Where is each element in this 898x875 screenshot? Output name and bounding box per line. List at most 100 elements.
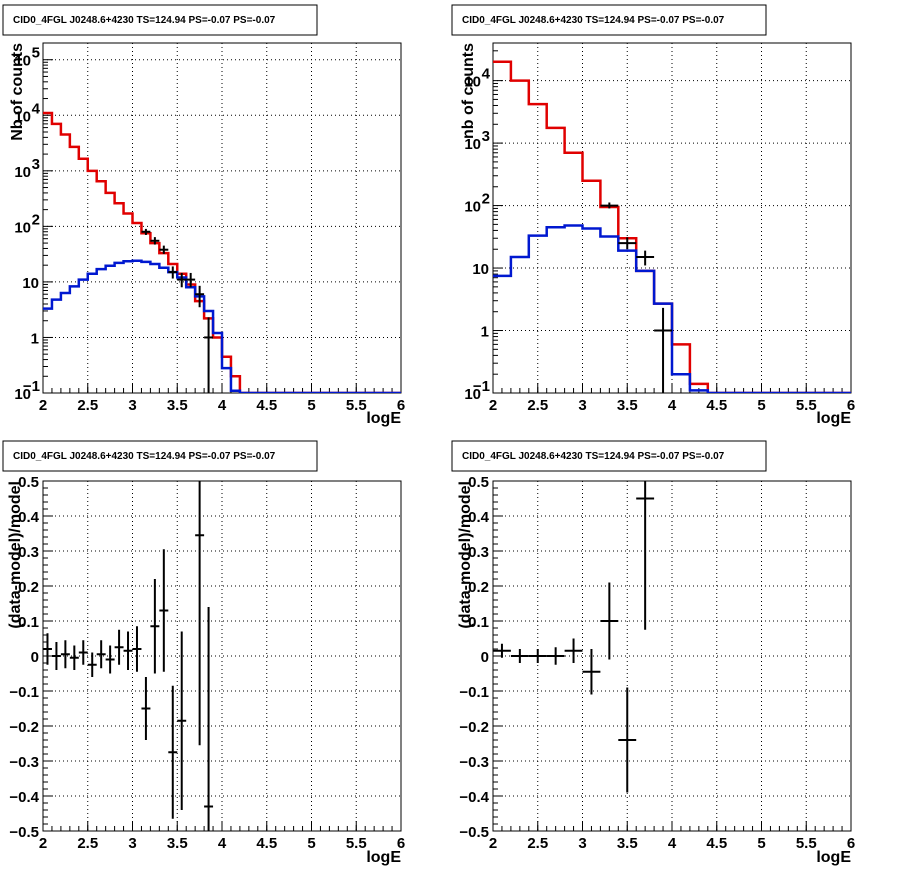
x-tick-label: 3 xyxy=(128,835,136,852)
y-tick-label: 10 xyxy=(14,53,31,70)
y-tick-exponent: 5 xyxy=(32,45,40,62)
source_model-histogram xyxy=(493,224,851,393)
y-tick-label: 10 xyxy=(22,275,39,292)
title-box xyxy=(2,440,318,472)
x-tick-label: 5.5 xyxy=(796,835,817,852)
y-tick-label: 10 xyxy=(464,386,481,403)
x-tick-label: 4.5 xyxy=(706,397,727,414)
y-axis-label: (data-model)/model xyxy=(457,481,474,629)
y-tick-label: 1 xyxy=(31,330,39,347)
x-tick-label: 5.5 xyxy=(796,397,817,414)
x-tick-label: 2.5 xyxy=(527,397,548,414)
x-tick-label: 3.5 xyxy=(617,397,638,414)
panel-bottom-right-residuals: CID0_4FGL J0248.6+4230 TS=124.94 PS=-0.0… xyxy=(451,440,855,866)
y-tick-label: −0.2 xyxy=(459,719,489,736)
y-tick-label: −0.1 xyxy=(459,684,489,701)
y-tick-label: 10 xyxy=(14,108,31,125)
x-tick-label: 2.5 xyxy=(77,397,98,414)
panel-title: CID0_4FGL J0248.6+4230 TS=124.94 PS=-0.0… xyxy=(13,15,276,26)
panel-top-left-counts: CID0_4FGL J0248.6+4230 TS=124.94 PS=-0.0… xyxy=(2,4,405,427)
x-tick-label: 2.5 xyxy=(527,835,548,852)
y-tick-label: 0.2 xyxy=(468,579,489,596)
x-tick-label: 2 xyxy=(489,397,497,414)
x-tick-label: 6 xyxy=(847,835,855,852)
x-axis-label: logE xyxy=(816,410,851,427)
y-tick-label: 10 xyxy=(464,199,481,216)
y-tick-exponent: −1 xyxy=(473,378,490,395)
x-tick-label: 2 xyxy=(39,835,47,852)
data-layer xyxy=(493,60,851,393)
plot-area: 2 2.5 3 3.5 4 4.5 5 5.5 6 −0.5 −0.4 −0.3 −0.2 −0.1 0 0.… xyxy=(459,474,855,852)
y-tick-label: 0 xyxy=(481,649,489,666)
data-layer xyxy=(493,481,655,793)
x-tick-label: 2 xyxy=(39,397,47,414)
y-axis-label: (data-model)/model xyxy=(7,481,24,629)
panel-bottom-left-residuals: CID0_4FGL J0248.6+4230 TS=124.94 PS=-0.0… xyxy=(2,440,405,866)
y-tick-exponent: 3 xyxy=(482,128,490,145)
x-tick-label: 2.5 xyxy=(77,835,98,852)
x-tick-label: 2 xyxy=(489,835,497,852)
y-tick-label: 0.4 xyxy=(18,509,40,526)
x-tick-label: 5.5 xyxy=(346,397,367,414)
y-tick-exponent: 2 xyxy=(482,191,490,208)
x-axis-label: logE xyxy=(816,849,851,866)
y-tick-label: 0.4 xyxy=(468,509,490,526)
y-tick-label: −0.4 xyxy=(9,789,39,806)
y-tick-label: 10 xyxy=(14,164,31,181)
x-tick-label: 4.5 xyxy=(706,835,727,852)
x-tick-label: 4.5 xyxy=(256,835,277,852)
x-tick-label: 6 xyxy=(397,835,405,852)
x-tick-label: 4.5 xyxy=(256,397,277,414)
y-tick-label: 0.2 xyxy=(18,579,39,596)
x-tick-label: 5 xyxy=(757,835,765,852)
title-box xyxy=(451,4,767,36)
x-tick-label: 3 xyxy=(128,397,136,414)
x-axis-label: logE xyxy=(366,849,401,866)
x-tick-label: 3.5 xyxy=(617,835,638,852)
x-tick-label: 4 xyxy=(668,835,677,852)
y-tick-label: 0.1 xyxy=(468,614,489,631)
panel-top-right-counts: CID0_4FGL J0248.6+4230 TS=124.94 PS=-0.0… xyxy=(451,4,855,427)
x-axis-label: logE xyxy=(366,410,401,427)
x-tick-label: 5 xyxy=(307,397,315,414)
y-tick-label: 10 xyxy=(464,74,481,91)
y-tick-label: 0.1 xyxy=(18,614,39,631)
y-tick-label: 10 xyxy=(472,261,489,278)
y-tick-label: −0.1 xyxy=(9,684,39,701)
y-tick-label: −0.2 xyxy=(9,719,39,736)
x-tick-label: 5 xyxy=(757,397,765,414)
x-tick-label: 3.5 xyxy=(167,835,188,852)
panel-title: CID0_4FGL J0248.6+4230 TS=124.94 PS=-0.0… xyxy=(13,451,276,462)
y-tick-label: 1 xyxy=(481,324,489,341)
source_model-histogram xyxy=(43,259,401,393)
y-tick-label: 10 xyxy=(14,386,31,403)
data-layer xyxy=(43,111,401,393)
y-tick-label: −0.5 xyxy=(459,824,489,841)
y-tick-exponent: 2 xyxy=(32,211,40,228)
x-tick-label: 4 xyxy=(218,397,227,414)
y-tick-label: −0.5 xyxy=(9,824,39,841)
y-tick-label: 0.3 xyxy=(468,544,489,561)
panel-title: CID0_4FGL J0248.6+4230 TS=124.94 PS=-0.0… xyxy=(462,15,725,26)
y-tick-label: 0.5 xyxy=(18,474,39,491)
y-tick-exponent: 4 xyxy=(482,66,491,83)
x-tick-label: 6 xyxy=(397,397,405,414)
y-tick-label: 0.5 xyxy=(468,474,489,491)
data-layer xyxy=(43,481,214,831)
x-tick-label: 5.5 xyxy=(346,835,367,852)
x-tick-label: 3 xyxy=(578,835,586,852)
x-tick-label: 4 xyxy=(218,835,227,852)
y-tick-exponent: 4 xyxy=(32,100,41,117)
y-tick-label: −0.3 xyxy=(459,754,489,771)
panel-title: CID0_4FGL J0248.6+4230 TS=124.94 PS=-0.0… xyxy=(462,451,725,462)
y-tick-exponent: −1 xyxy=(23,378,40,395)
x-tick-label: 6 xyxy=(847,397,855,414)
y-tick-label: 0 xyxy=(31,649,39,666)
x-tick-label: 4 xyxy=(668,397,677,414)
y-tick-label: 10 xyxy=(14,219,31,236)
x-tick-label: 3 xyxy=(578,397,586,414)
y-tick-label: 10 xyxy=(464,136,481,153)
